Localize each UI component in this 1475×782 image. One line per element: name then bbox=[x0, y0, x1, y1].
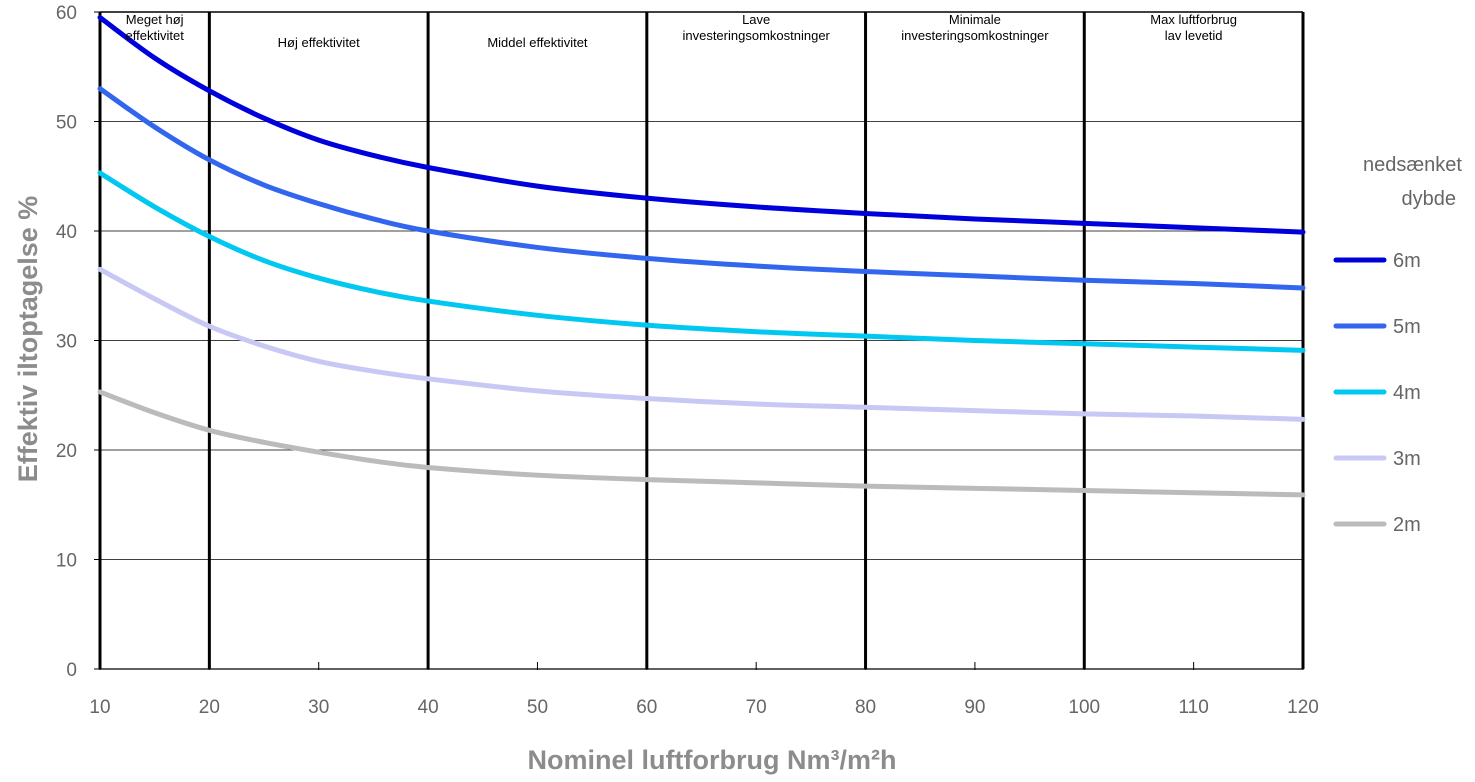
gridlines bbox=[100, 11, 1303, 560]
region-label-5-line-1: lav levetid bbox=[1165, 28, 1223, 43]
legend-label-4m: 4m bbox=[1393, 382, 1421, 404]
x-tick-label-80: 80 bbox=[855, 697, 876, 718]
x-tick-label-90: 90 bbox=[964, 697, 985, 718]
y-tick-label-20: 20 bbox=[56, 441, 77, 462]
x-axis-title: Nominel luftforbrug Nm³/m²h bbox=[528, 745, 897, 775]
series-line-3m bbox=[97, 266, 1306, 422]
x-tick-label-110: 110 bbox=[1178, 697, 1208, 718]
x-tick-label-100: 100 bbox=[1068, 697, 1100, 718]
region-label-3-line-1: investeringsomkostninger bbox=[682, 28, 830, 43]
legend: nedsænket dybde 6m 5m 4m 3m 2m bbox=[1333, 154, 1462, 536]
x-tick-label-40: 40 bbox=[418, 697, 439, 718]
x-tick-label-70: 70 bbox=[746, 697, 767, 718]
legend-title-line-2: dybde bbox=[1402, 188, 1457, 210]
series-line-5m bbox=[97, 86, 1306, 291]
region-label-4-line-1: investeringsomkostninger bbox=[901, 28, 1049, 43]
y-tick-label-0: 0 bbox=[66, 660, 77, 681]
y-tick-label-30: 30 bbox=[56, 332, 77, 353]
series-line-4m bbox=[97, 170, 1306, 353]
axes: 0 10 20 30 40 50 60 10 20 30 40 50 60 70 80 90 100 110 120 bbox=[56, 3, 1319, 718]
region-label-0-line-1: effektivitet bbox=[126, 28, 185, 43]
legend-label-5m: 5m bbox=[1393, 316, 1421, 338]
x-tick-label-20: 20 bbox=[199, 697, 220, 718]
region-label-2-line-0: Middel effektivitet bbox=[487, 35, 588, 50]
x-tick-label-120: 120 bbox=[1287, 697, 1319, 718]
legend-title-line-1: nedsænket bbox=[1363, 154, 1462, 176]
y-tick-label-10: 10 bbox=[56, 551, 77, 572]
x-tick-label-10: 10 bbox=[89, 697, 110, 718]
region-label-4-line-0: Minimale bbox=[949, 12, 1001, 27]
series-line-2m bbox=[97, 389, 1306, 498]
series-line-6m bbox=[97, 14, 1306, 235]
x-tick-label-50: 50 bbox=[527, 697, 548, 718]
region-label-5-line-0: Max luftforbrug bbox=[1150, 12, 1237, 27]
y-tick-label-50: 50 bbox=[56, 113, 77, 134]
region-label-1-line-0: Høj effektivitet bbox=[278, 35, 361, 50]
legend-label-3m: 3m bbox=[1393, 448, 1421, 470]
x-tick-label-30: 30 bbox=[308, 697, 329, 718]
y-tick-label-40: 40 bbox=[56, 222, 77, 243]
y-tick-label-60: 60 bbox=[56, 3, 77, 24]
legend-label-6m: 6m bbox=[1393, 250, 1421, 272]
region-label-3-line-0: Lave bbox=[742, 12, 770, 27]
y-axis-title: Effektiv iltoptagelse % bbox=[13, 196, 43, 483]
series-lines bbox=[97, 14, 1306, 498]
x-tick-label-60: 60 bbox=[636, 697, 657, 718]
legend-label-2m: 2m bbox=[1393, 514, 1421, 536]
region-label-0-line-0: Meget høj bbox=[126, 12, 184, 27]
